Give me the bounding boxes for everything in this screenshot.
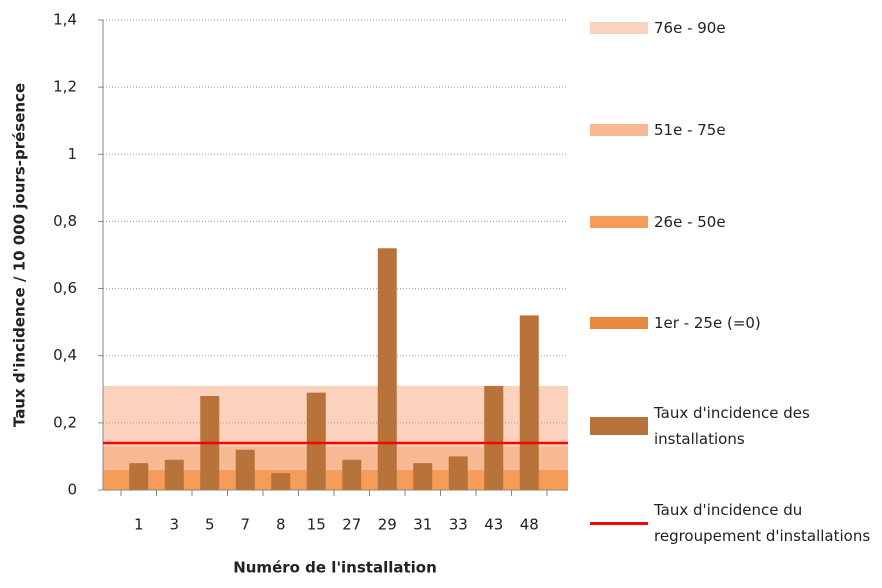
- x-tick-label: 3: [169, 516, 179, 534]
- legend-swatch: [590, 521, 648, 525]
- y-tick-label: 0,8: [53, 212, 77, 230]
- bar: [306, 392, 326, 490]
- x-tick-label: 33: [449, 516, 468, 534]
- x-tick-label: 27: [342, 516, 361, 534]
- legend-item: 76e - 90e: [590, 15, 880, 41]
- y-tick-label: 1: [67, 145, 77, 163]
- y-tick-label: 0: [67, 481, 77, 499]
- bar: [519, 315, 539, 490]
- legend-item: 26e - 50e: [590, 209, 880, 235]
- legend-label: 76e - 90e: [654, 19, 726, 37]
- x-tick-label: 5: [205, 516, 215, 534]
- legend-swatch: [590, 124, 648, 136]
- legend-item: 51e - 75e: [590, 117, 880, 143]
- chart: Taux d'incidence / 10 000 jours-présence…: [11, 11, 568, 577]
- x-tick-label: 8: [276, 516, 286, 534]
- legend-item: Taux d'incidence des installations: [590, 400, 880, 452]
- x-tick-label: 31: [413, 516, 432, 534]
- y-tick-label: 0,4: [53, 346, 77, 364]
- y-axis-label: Taux d'incidence / 10 000 jours-présence: [11, 83, 29, 427]
- bar: [164, 459, 184, 490]
- x-tick-label: 15: [307, 516, 326, 534]
- legend-label: Taux d'incidence du regroupement d'insta…: [654, 501, 871, 545]
- bar: [413, 463, 433, 490]
- legend-label: 1er - 25e (=0): [654, 314, 761, 332]
- bar: [484, 385, 504, 490]
- bar: [377, 248, 397, 490]
- legend-label: 26e - 50e: [654, 213, 726, 231]
- legend-label: 51e - 75e: [654, 121, 726, 139]
- y-tick-label: 1,4: [53, 11, 77, 29]
- x-tick-label: 7: [240, 516, 250, 534]
- bar: [271, 473, 291, 490]
- legend-label: Taux d'incidence des installations: [654, 404, 810, 448]
- x-tick-label: 48: [520, 516, 539, 534]
- y-tick-label: 0,6: [53, 279, 77, 297]
- bar: [235, 449, 255, 490]
- legend-swatch: [590, 417, 648, 435]
- x-tick-label: 29: [378, 516, 397, 534]
- y-tick-label: 0,2: [53, 413, 77, 431]
- x-tick-label: 1: [134, 516, 144, 534]
- bar: [448, 456, 468, 490]
- x-axis-label: Numéro de l'installation: [233, 559, 437, 577]
- legend-item: 1er - 25e (=0): [590, 310, 880, 336]
- legend-swatch: [590, 216, 648, 228]
- bar: [342, 459, 362, 490]
- x-tick-label: 43: [484, 516, 503, 534]
- legend-item: Taux d'incidence du regroupement d'insta…: [590, 497, 880, 549]
- y-tick-label: 1,2: [53, 78, 77, 96]
- legend-swatch: [590, 317, 648, 329]
- bar: [129, 463, 149, 490]
- legend-swatch: [590, 22, 648, 34]
